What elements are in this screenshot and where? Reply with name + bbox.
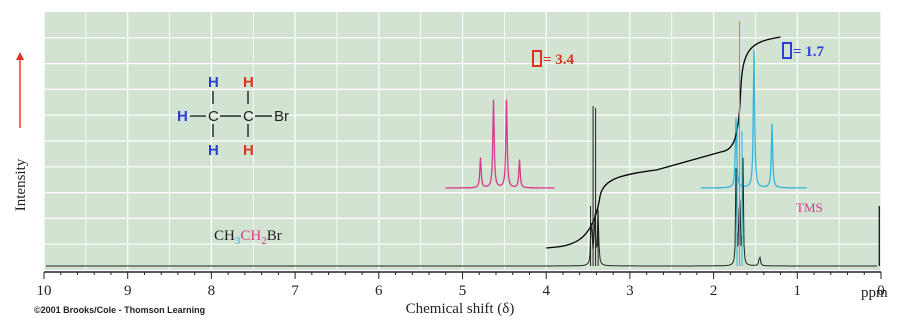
grid-lines <box>43 12 882 270</box>
atom-h-bottom-left: H <box>208 142 219 159</box>
atom-h-top-right: H <box>243 74 254 91</box>
x-tick-label: 7 <box>291 283 299 299</box>
y-axis-label: Intensity <box>13 158 29 211</box>
x-tick-label: 1 <box>794 283 802 299</box>
x-tick-label: 6 <box>375 283 383 299</box>
x-tick-label: 0 <box>877 283 885 299</box>
condensed-formula: CH3CH2Br <box>214 228 282 247</box>
x-tick-label: 3 <box>626 283 634 299</box>
tms-label: TMS <box>796 200 823 215</box>
atom-c-1: C <box>208 108 219 125</box>
triplet-expansion-ch3 <box>701 49 807 189</box>
copyright-text: ©2001 Brooks/Cole - Thomson Learning <box>34 305 205 315</box>
bromoethane-structure: H H H C C Br H H <box>177 74 289 159</box>
x-tick-label: 2 <box>710 283 718 299</box>
x-ticks: 10 9 8 7 6 5 4 3 2 1 0 <box>37 272 885 299</box>
quartet-expansion-ch2 <box>445 99 555 189</box>
formula-subscript-3: 3 <box>235 235 241 247</box>
atom-h-left: H <box>177 108 188 125</box>
x-tick-label: 4 <box>542 283 550 299</box>
x-tick-label: 10 <box>37 283 52 299</box>
ch3-label-box <box>782 42 792 59</box>
x-axis-label: Chemical shift (δ) <box>406 301 515 317</box>
x-tick-label: 5 <box>459 283 467 299</box>
ch2-quartet-peaks <box>590 106 599 266</box>
atom-br: Br <box>274 108 289 125</box>
ch2-shift-label-text: = 3.4 <box>543 52 575 68</box>
ch2-shift-label: = 3.4 <box>532 50 575 68</box>
atom-c-2: C <box>243 108 254 125</box>
structure-bonds <box>190 91 272 137</box>
integral-curve <box>546 36 781 249</box>
ch3-triplet-peaks <box>736 21 743 266</box>
y-axis-arrow-head <box>16 52 24 60</box>
atom-h-bottom-right: H <box>243 142 254 159</box>
x-axis-unit: ppm <box>861 285 888 301</box>
formula-subscript-2: 2 <box>261 235 267 247</box>
ch3-shift-label: = 1.7 <box>782 42 825 60</box>
formula-ch-1: CH <box>214 228 235 244</box>
ch2-label-box <box>532 50 542 67</box>
x-tick-label: 8 <box>208 283 216 299</box>
ch3-shift-label-text: = 1.7 <box>793 44 825 60</box>
formula-br: Br <box>267 228 282 244</box>
y-axis-label-group: Intensity <box>13 52 29 211</box>
x-tick-label: 9 <box>124 283 132 299</box>
atom-h-top-left: H <box>208 74 219 91</box>
formula-ch-2: CH <box>240 228 261 244</box>
spectrum-trace <box>46 157 877 267</box>
